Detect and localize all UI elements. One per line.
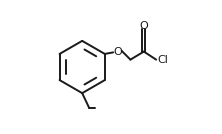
Text: Cl: Cl [158, 55, 168, 65]
Text: O: O [113, 47, 122, 57]
Text: O: O [139, 21, 148, 31]
